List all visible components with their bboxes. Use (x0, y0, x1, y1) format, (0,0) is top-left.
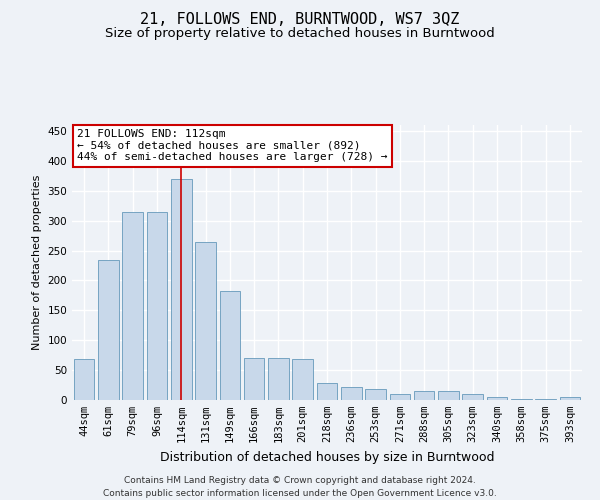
Bar (171, 179, 191, 400)
Bar (98, 260, 119, 400)
Bar (122, 212, 143, 400)
Bar (292, 360, 313, 400)
Bar (560, 397, 580, 400)
Bar (244, 358, 265, 400)
Text: 21, FOLLOWS END, BURNTWOOD, WS7 3QZ: 21, FOLLOWS END, BURNTWOOD, WS7 3QZ (140, 12, 460, 28)
Bar (414, 391, 434, 400)
Y-axis label: Number of detached properties: Number of detached properties (32, 175, 42, 350)
Bar (317, 384, 337, 400)
Text: Size of property relative to detached houses in Burntwood: Size of property relative to detached ho… (105, 28, 495, 40)
Bar (146, 212, 167, 400)
Bar (195, 242, 216, 400)
Bar (220, 290, 240, 400)
Bar (487, 397, 508, 400)
Bar (341, 387, 362, 400)
Bar (511, 399, 532, 400)
Bar (438, 391, 459, 400)
Bar (268, 358, 289, 400)
Bar (463, 394, 483, 400)
Bar (365, 389, 386, 400)
Bar (389, 394, 410, 400)
Bar (74, 360, 94, 400)
Text: Contains HM Land Registry data © Crown copyright and database right 2024.
Contai: Contains HM Land Registry data © Crown c… (103, 476, 497, 498)
X-axis label: Distribution of detached houses by size in Burntwood: Distribution of detached houses by size … (160, 450, 494, 464)
Text: 21 FOLLOWS END: 112sqm
← 54% of detached houses are smaller (892)
44% of semi-de: 21 FOLLOWS END: 112sqm ← 54% of detached… (77, 129, 388, 162)
